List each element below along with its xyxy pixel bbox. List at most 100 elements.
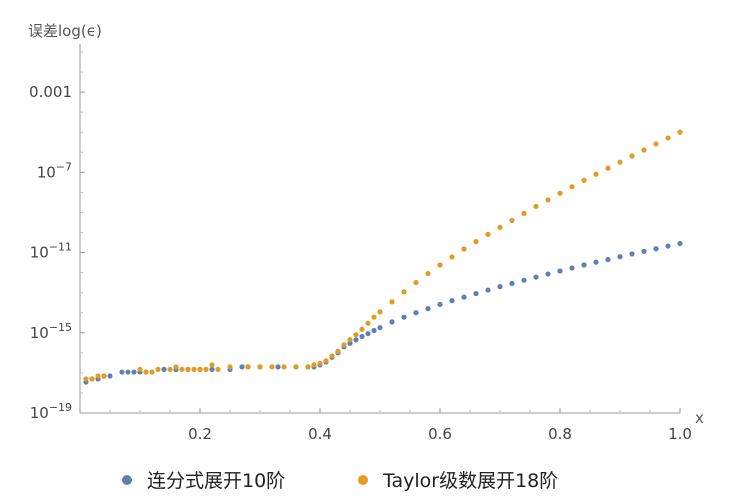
data-point-taylor: [365, 320, 371, 326]
data-point-taylor: [617, 159, 623, 165]
data-point-taylor: [197, 366, 203, 372]
x-tick-label: 1.0: [668, 425, 692, 443]
x-tick-label: 0.8: [548, 425, 572, 443]
data-point-taylor: [371, 314, 377, 320]
data-point-continued-fraction: [125, 369, 131, 375]
y-tick-label: 0.001: [29, 83, 72, 101]
data-point-taylor: [605, 165, 611, 171]
data-point-continued-fraction: [449, 298, 455, 304]
data-point-continued-fraction: [401, 314, 407, 320]
data-point-taylor: [485, 231, 491, 238]
data-point-continued-fraction: [161, 366, 167, 372]
data-point-continued-fraction: [461, 294, 467, 300]
data-point-taylor: [191, 366, 197, 372]
data-point-taylor: [509, 217, 515, 224]
data-point-continued-fraction: [425, 306, 431, 312]
data-point-continued-fraction: [413, 310, 419, 316]
data-point-taylor: [179, 366, 185, 372]
data-point-continued-fraction: [371, 327, 377, 334]
legend: 连分式展开10阶 Taylor级数展开18阶: [122, 470, 558, 492]
data-point-continued-fraction: [629, 251, 635, 257]
data-point-continued-fraction: [131, 369, 137, 375]
data-point-taylor: [413, 279, 419, 286]
data-point-taylor: [521, 210, 527, 216]
data-point-continued-fraction: [485, 287, 491, 293]
y-tick-label: 10−11: [30, 241, 72, 262]
data-point-taylor: [473, 239, 479, 245]
data-point-continued-fraction: [365, 331, 371, 337]
data-point-taylor: [269, 364, 275, 370]
data-point-continued-fraction: [209, 366, 215, 372]
data-point-continued-fraction: [509, 280, 515, 286]
data-point-continued-fraction: [605, 256, 611, 263]
y-axis-title: 误差log(ϵ): [28, 22, 102, 40]
legend-marker-continued-fraction: [122, 475, 132, 485]
data-point-continued-fraction: [665, 243, 671, 249]
data-point-taylor: [317, 360, 323, 366]
data-point-taylor: [149, 369, 155, 375]
data-point-continued-fraction: [239, 364, 245, 370]
data-point-taylor: [185, 366, 191, 372]
data-point-taylor: [257, 364, 263, 370]
data-point-continued-fraction: [569, 265, 575, 271]
data-points: [83, 129, 683, 385]
data-point-continued-fraction: [533, 274, 539, 280]
y-tick-label: 10−15: [30, 321, 72, 342]
data-point-continued-fraction: [107, 373, 113, 379]
data-point-continued-fraction: [437, 301, 443, 307]
data-point-continued-fraction: [557, 268, 563, 274]
data-point-taylor: [401, 289, 407, 295]
legend-marker-taylor: [358, 475, 368, 485]
data-point-taylor: [677, 129, 683, 135]
data-point-taylor: [227, 364, 233, 370]
x-axis-title: x: [695, 409, 704, 427]
data-point-continued-fraction: [473, 290, 479, 297]
data-point-taylor: [347, 337, 353, 343]
data-point-taylor: [203, 366, 209, 372]
data-point-taylor: [641, 147, 647, 153]
data-point-taylor: [245, 364, 251, 370]
data-point-taylor: [377, 309, 383, 315]
data-point-continued-fraction: [377, 325, 383, 331]
data-point-taylor: [545, 197, 551, 203]
data-point-taylor: [101, 373, 107, 379]
data-point-continued-fraction: [521, 277, 527, 283]
x-ticks: 0.2 0.4 0.6 0.8 1.0: [109, 408, 692, 443]
data-point-taylor: [89, 376, 95, 382]
data-point-taylor: [425, 270, 431, 277]
x-tick-label: 0.6: [428, 425, 452, 443]
data-point-continued-fraction: [581, 262, 587, 268]
data-point-taylor: [311, 362, 317, 368]
data-point-taylor: [569, 184, 575, 190]
data-point-continued-fraction: [593, 259, 599, 265]
data-point-taylor: [155, 366, 161, 372]
data-point-continued-fraction: [359, 333, 365, 340]
legend-label-taylor: Taylor级数展开18阶: [382, 470, 558, 492]
data-point-taylor: [209, 362, 215, 368]
data-point-taylor: [557, 190, 563, 196]
data-point-continued-fraction: [275, 364, 281, 370]
data-point-taylor: [215, 366, 221, 372]
legend-label-continued-fraction: 连分式展开10阶: [147, 470, 285, 492]
data-point-continued-fraction: [653, 246, 659, 252]
data-point-continued-fraction: [497, 284, 503, 290]
data-point-continued-fraction: [677, 240, 683, 247]
data-point-continued-fraction: [353, 337, 359, 343]
data-point-continued-fraction: [641, 248, 647, 254]
data-point-taylor: [173, 364, 179, 370]
data-point-taylor: [665, 135, 671, 141]
data-point-taylor: [389, 299, 395, 305]
y-ticks: 10−19 10−15 10−11 10−7 0.001: [29, 51, 85, 422]
data-point-taylor: [629, 153, 635, 159]
data-point-taylor: [437, 262, 443, 268]
data-point-taylor: [323, 358, 329, 364]
data-point-continued-fraction: [119, 369, 125, 375]
data-point-taylor: [653, 141, 659, 147]
data-point-taylor: [461, 246, 467, 252]
data-point-taylor: [335, 348, 341, 354]
data-point-taylor: [593, 171, 599, 177]
data-point-taylor: [359, 326, 365, 332]
data-point-taylor: [167, 366, 173, 372]
data-point-taylor: [581, 177, 587, 183]
